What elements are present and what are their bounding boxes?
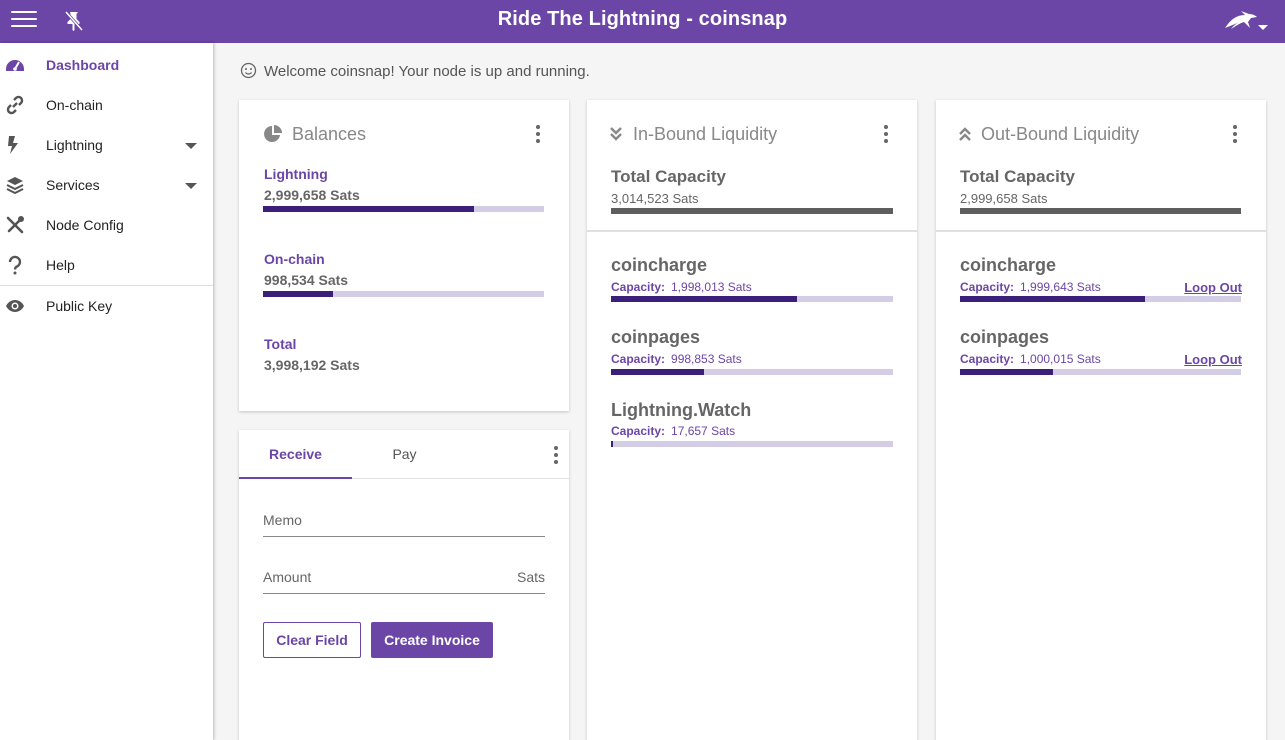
more-options-icon[interactable] bbox=[1232, 125, 1238, 145]
pie-chart-icon bbox=[263, 124, 283, 144]
total-capacity-bar bbox=[960, 208, 1241, 214]
balance-label-lightning: Lightning bbox=[264, 166, 328, 182]
chevron-down-icon bbox=[185, 183, 197, 189]
help-icon bbox=[5, 255, 25, 275]
sidebar-item-label: Node Config bbox=[46, 217, 124, 233]
more-options-icon[interactable] bbox=[883, 125, 889, 145]
layers-icon bbox=[5, 175, 25, 195]
peer-capacity-bar bbox=[960, 369, 1241, 375]
divider bbox=[936, 230, 1266, 232]
amount-placeholder: Amount bbox=[263, 569, 312, 585]
tab-pay[interactable]: Pay bbox=[392, 446, 417, 462]
peer-name: coinpages bbox=[960, 327, 1050, 347]
peer-name: coinpages bbox=[611, 327, 701, 347]
lightning-balance-bar bbox=[263, 206, 544, 212]
balance-label-total: Total bbox=[264, 336, 297, 352]
outbound-liquidity-card: Out-Bound Liquidity Total Capacity 2,999… bbox=[936, 100, 1266, 740]
rtl-logo-icon[interactable] bbox=[1222, 7, 1270, 35]
double-chevron-up-icon bbox=[958, 124, 978, 144]
dashboard-icon bbox=[5, 55, 25, 75]
total-capacity-value: 3,014,523 Sats bbox=[611, 191, 699, 206]
app-title: Ride The Lightning - coinsnap bbox=[497, 8, 788, 30]
sidebar-item-label: Lightning bbox=[46, 137, 103, 153]
top-app-bar: Ride The Lightning - coinsnap bbox=[0, 0, 1285, 43]
balance-label-onchain: On-chain bbox=[264, 251, 325, 267]
amount-unit: Sats bbox=[516, 569, 545, 585]
double-chevron-down-icon bbox=[609, 124, 629, 144]
unpin-icon[interactable] bbox=[64, 10, 84, 32]
sidebar-item-lightning[interactable]: Lightning bbox=[0, 126, 213, 164]
memo-placeholder: Memo bbox=[263, 512, 302, 528]
peer-capacity-bar bbox=[611, 296, 893, 302]
sidebar: Dashboard On-chain Lightning Services No… bbox=[0, 43, 213, 740]
more-options-icon[interactable] bbox=[535, 125, 541, 145]
peer-name: Lightning.Watch bbox=[611, 400, 752, 420]
sidebar-item-public-key[interactable]: Public Key bbox=[0, 287, 213, 325]
peer-capacity: Capacity: 998,853 Sats bbox=[611, 352, 742, 366]
peer-capacity: Capacity: 1,000,015 Sats bbox=[960, 352, 1101, 366]
sidebar-item-label: Help bbox=[46, 257, 75, 273]
smile-icon bbox=[240, 62, 257, 79]
sidebar-item-dashboard[interactable]: Dashboard bbox=[0, 46, 213, 84]
sidebar-item-label: Services bbox=[46, 177, 100, 193]
peer-capacity-bar bbox=[960, 296, 1241, 302]
card-title: Out-Bound Liquidity bbox=[981, 124, 1140, 144]
card-title: Balances bbox=[292, 124, 367, 144]
peer-name: coincharge bbox=[960, 255, 1057, 275]
sidebar-item-node-config[interactable]: Node Config bbox=[0, 206, 213, 244]
clear-field-button[interactable]: Clear Field bbox=[263, 622, 361, 658]
memo-field[interactable]: Memo bbox=[263, 505, 545, 537]
welcome-text: Welcome coinsnap! Your node is up and ru… bbox=[264, 63, 590, 80]
sidebar-item-services[interactable]: Services bbox=[0, 166, 213, 204]
sidebar-item-help[interactable]: Help bbox=[0, 246, 213, 284]
link-icon bbox=[5, 95, 25, 115]
inbound-liquidity-card: In-Bound Liquidity Total Capacity 3,014,… bbox=[587, 100, 917, 740]
loop-out-link[interactable]: Loop Out bbox=[1184, 352, 1242, 367]
bolt-icon bbox=[5, 135, 25, 155]
total-capacity-label: Total Capacity bbox=[611, 167, 726, 186]
balance-value-onchain: 998,534 Sats bbox=[264, 272, 349, 288]
balances-card: Balances Lightning 2,999,658 Sats On-cha… bbox=[239, 100, 569, 411]
loop-out-link[interactable]: Loop Out bbox=[1184, 280, 1242, 295]
chevron-down-icon bbox=[185, 143, 197, 149]
balance-value-lightning: 2,999,658 Sats bbox=[264, 187, 360, 203]
peer-capacity: Capacity: 1,998,013 Sats bbox=[611, 280, 752, 294]
peer-capacity-bar bbox=[611, 369, 893, 375]
sidebar-item-on-chain[interactable]: On-chain bbox=[0, 86, 213, 124]
peer-capacity-bar bbox=[611, 441, 893, 447]
eye-icon bbox=[5, 296, 25, 316]
tools-icon bbox=[5, 215, 25, 235]
peer-capacity: Capacity: 1,999,643 Sats bbox=[960, 280, 1101, 294]
payment-card: Receive Pay Memo Amount Sats Clear Field… bbox=[239, 430, 569, 740]
tab-receive[interactable]: Receive bbox=[239, 430, 352, 479]
total-capacity-value: 2,999,658 Sats bbox=[960, 191, 1048, 206]
onchain-balance-bar bbox=[263, 291, 544, 297]
sidebar-divider bbox=[0, 285, 213, 286]
amount-field[interactable]: Amount Sats bbox=[263, 562, 545, 594]
payment-tabs: Receive Pay bbox=[239, 430, 569, 479]
welcome-message: Welcome coinsnap! Your node is up and ru… bbox=[240, 62, 590, 80]
menu-icon[interactable] bbox=[11, 11, 37, 31]
sidebar-item-label: Public Key bbox=[46, 298, 113, 314]
sidebar-item-label: Dashboard bbox=[46, 57, 120, 73]
divider bbox=[587, 230, 917, 232]
balance-value-total: 3,998,192 Sats bbox=[264, 357, 360, 373]
create-invoice-button[interactable]: Create Invoice bbox=[371, 622, 493, 658]
peer-capacity: Capacity: 17,657 Sats bbox=[611, 424, 736, 438]
total-capacity-label: Total Capacity bbox=[960, 167, 1075, 186]
total-capacity-bar bbox=[611, 208, 893, 214]
more-options-icon[interactable] bbox=[553, 446, 559, 466]
card-title: In-Bound Liquidity bbox=[633, 124, 778, 144]
peer-name: coincharge bbox=[611, 255, 708, 275]
sidebar-item-label: On-chain bbox=[46, 97, 103, 113]
